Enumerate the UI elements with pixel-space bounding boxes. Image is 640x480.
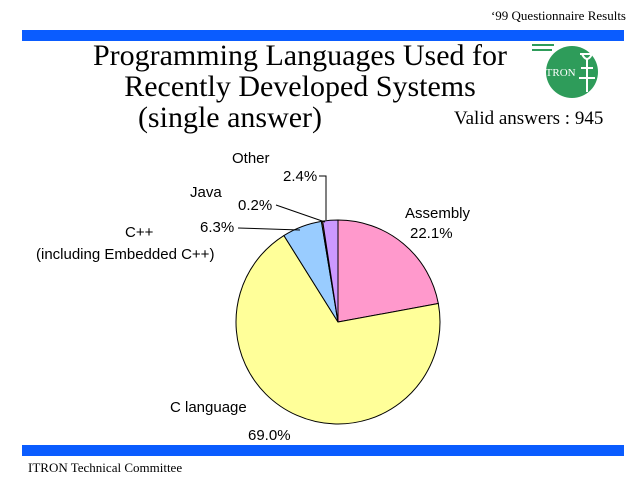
valid-answers-subtitle: Valid answers : 945 [454, 108, 604, 129]
slice-label-c-line-2: (including Embedded C++) [36, 246, 214, 263]
leader-line-java [275, 204, 326, 223]
slice-label-c-language: C language [170, 399, 247, 416]
slice-label-assembly: Assembly [405, 205, 471, 222]
leader-line-c [237, 227, 301, 231]
pie-slice-c-language [235, 234, 441, 425]
slice-label-java: Java [190, 184, 222, 201]
slice-value-c-language: 69.0% [248, 427, 291, 444]
itron-logo: ITRON [532, 44, 598, 98]
bottom-divider-bar [22, 445, 624, 456]
logo-text: ITRON [542, 67, 576, 79]
slice-label-other: Other [232, 150, 270, 167]
title-line-2: Recently Developed Systems [124, 70, 476, 103]
slice-value-c: 6.3% [200, 219, 234, 236]
slice-value-other: 2.4% [283, 168, 317, 185]
title-line-3: (single answer) [137, 101, 323, 134]
title-line-1: Programming Languages Used for [92, 39, 508, 72]
pie-slice-assembly [337, 219, 439, 323]
slice-label-c-line-1: C++ [125, 224, 154, 241]
top-divider-bar [22, 30, 624, 41]
header-note: ‘99 Questionnaire Results [490, 8, 626, 23]
footer-text: ITRON Technical Committee [28, 460, 183, 475]
slice-value-assembly: 22.1% [410, 225, 453, 242]
chart-title: Programming Languages Used for Recently … [40, 40, 560, 133]
leader-line-other [319, 175, 327, 220]
slice-value-java: 0.2% [238, 197, 272, 214]
